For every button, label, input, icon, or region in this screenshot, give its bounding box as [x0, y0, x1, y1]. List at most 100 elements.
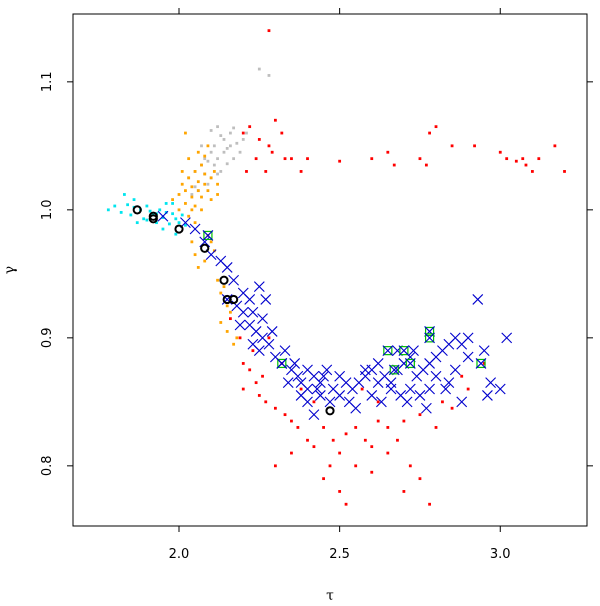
- data-point: [434, 426, 438, 429]
- data-point: [505, 157, 509, 161]
- data-point: [267, 29, 271, 33]
- data-point: [267, 144, 271, 148]
- data-point: [174, 232, 178, 236]
- data-point: [257, 394, 261, 397]
- data-point: [466, 387, 470, 391]
- y-tick-label: 0.8: [40, 455, 55, 476]
- data-point: [216, 193, 219, 196]
- data-point: [354, 464, 358, 468]
- data-point: [193, 221, 197, 225]
- data-point: [376, 400, 380, 404]
- data-point: [280, 131, 284, 135]
- data-point: [200, 163, 203, 167]
- data-point-cross: [266, 326, 278, 337]
- y-tick-label: 0.9: [40, 327, 55, 348]
- data-point: [306, 157, 309, 161]
- data-point-cross: [404, 383, 416, 395]
- data-point: [225, 162, 229, 166]
- data-point: [158, 208, 162, 212]
- data-point: [225, 330, 229, 333]
- data-point: [338, 490, 342, 493]
- data-point: [206, 182, 210, 186]
- data-point: [530, 170, 534, 173]
- data-point: [312, 445, 316, 449]
- data-point: [296, 426, 300, 429]
- data-point-box: [424, 333, 435, 343]
- data-point-cross: [440, 383, 452, 395]
- data-point: [119, 211, 123, 214]
- data-point-cross: [257, 313, 268, 325]
- data-point-cross: [424, 383, 435, 395]
- data-point: [200, 144, 203, 148]
- y-axis-label: γ: [2, 266, 18, 274]
- data-point: [306, 438, 309, 442]
- data-point-cross: [462, 351, 474, 363]
- data-point-cross: [311, 383, 323, 395]
- data-point: [171, 202, 174, 205]
- data-point: [216, 172, 219, 176]
- data-point: [290, 419, 293, 423]
- data-point: [193, 253, 197, 257]
- data-point: [473, 144, 476, 148]
- data-point: [216, 278, 219, 282]
- data-point: [257, 67, 261, 71]
- data-point: [434, 125, 438, 129]
- data-point: [354, 426, 358, 429]
- data-point: [177, 193, 181, 196]
- data-point-cross: [343, 396, 355, 408]
- data-point: [370, 157, 374, 161]
- data-point-cross: [398, 345, 410, 357]
- data-point: [344, 432, 348, 436]
- data-point: [132, 198, 136, 201]
- data-point-cross: [478, 345, 490, 357]
- x-tick-label: 2.0: [169, 547, 190, 562]
- data-point: [283, 413, 287, 417]
- data-point: [145, 204, 149, 208]
- data-point: [209, 150, 213, 154]
- data-point: [450, 406, 454, 410]
- data-point: [196, 150, 200, 154]
- data-point: [196, 266, 200, 269]
- data-point: [254, 381, 258, 385]
- data-point-cross: [202, 230, 214, 241]
- data-point: [392, 163, 396, 167]
- data-point: [563, 170, 566, 173]
- data-point: [219, 170, 223, 173]
- data-point: [441, 400, 444, 404]
- data-point: [113, 204, 117, 208]
- data-point: [264, 170, 268, 173]
- data-point: [537, 157, 541, 161]
- data-point: [171, 198, 174, 201]
- data-point: [184, 131, 187, 135]
- data-point-cross: [221, 262, 233, 273]
- data-point-cross: [302, 364, 313, 376]
- data-point: [206, 189, 210, 193]
- data-point-cross: [366, 390, 378, 401]
- data-point-cross: [263, 338, 275, 350]
- data-point: [216, 182, 219, 186]
- data-point-cross: [189, 223, 201, 235]
- data-point-cross: [430, 370, 442, 382]
- data-point-cross: [482, 390, 493, 401]
- data-point: [241, 362, 245, 365]
- data-point-circle: [174, 224, 184, 234]
- data-point: [206, 144, 210, 148]
- data-point-cross: [359, 364, 371, 376]
- data-point: [184, 202, 187, 205]
- data-point: [203, 172, 207, 176]
- data-point: [322, 477, 325, 481]
- data-point: [190, 208, 194, 212]
- data-point-box: [383, 346, 393, 356]
- data-point: [264, 400, 268, 404]
- data-point-cross: [247, 338, 259, 350]
- data-point: [145, 218, 149, 222]
- data-point-cross: [253, 281, 265, 293]
- data-point: [200, 195, 203, 199]
- data-point: [229, 131, 232, 135]
- data-point: [261, 374, 264, 378]
- data-point-circle: [200, 243, 210, 253]
- data-point: [135, 221, 139, 225]
- data-point: [216, 157, 219, 161]
- data-point-circle: [132, 205, 142, 215]
